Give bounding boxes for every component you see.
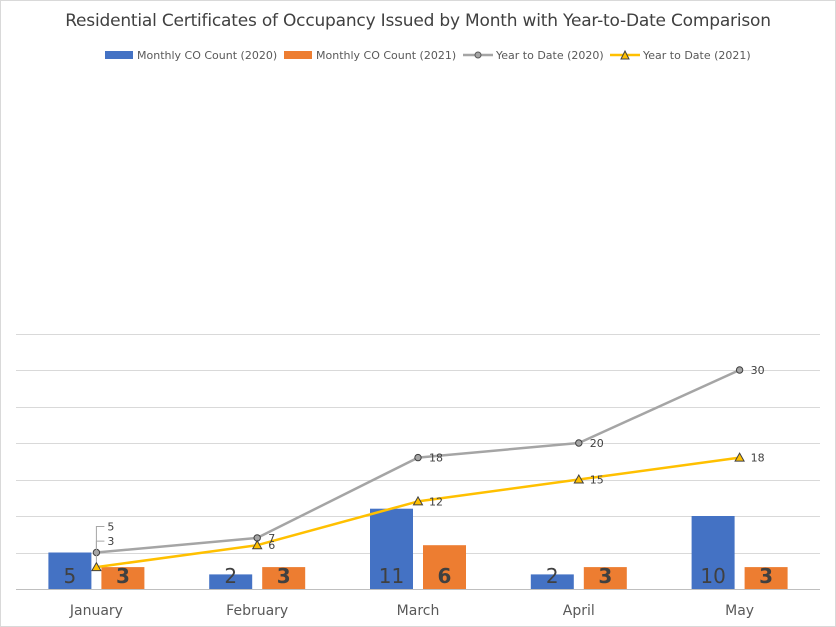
ytd-2021-marker — [251, 539, 263, 550]
ytd-2021-leader-line — [95, 540, 105, 563]
bar-2021-value-label: 6 — [438, 564, 452, 588]
ytd-2021-marker — [412, 495, 424, 506]
bar-2021-value-label: 3 — [759, 564, 773, 588]
bar-2021-value-label: 3 — [116, 564, 130, 588]
bar-2021 — [423, 545, 466, 589]
legend: Monthly CO Count (2020) Monthly CO Count… — [1, 47, 835, 63]
chart-title: Residential Certificates of Occupancy Is… — [65, 11, 771, 31]
bar-2021 — [262, 567, 306, 589]
ytd-2020-value-label: 20 — [590, 437, 604, 450]
bars-layer — [48, 508, 788, 589]
ytd-2021-value-label: 6 — [268, 539, 275, 552]
legend-item-monthly-2020: Monthly CO Count (2020) — [105, 47, 277, 63]
ytd-2020-value-label: 7 — [268, 532, 275, 545]
bar-2020-value-label: 10 — [700, 564, 725, 588]
x-tick-label: March — [397, 603, 440, 619]
bar-2021 — [101, 567, 145, 589]
legend-swatch-monthly-2020 — [105, 51, 133, 59]
ytd-2020-leader-line — [95, 526, 105, 549]
x-tick-label: February — [226, 603, 288, 619]
ytd-2020-value-label: 5 — [107, 521, 114, 534]
ytd-2020-value-label: 18 — [429, 452, 443, 465]
ytd-2020-marker — [575, 439, 583, 447]
legend-label-monthly-2020: Monthly CO Count (2020) — [137, 48, 278, 62]
legend-line-ytd-2020 — [463, 49, 493, 61]
legend-item-monthly-2021: Monthly CO Count (2021) — [284, 47, 456, 63]
ytd-2021-value-label: 12 — [429, 495, 443, 508]
legend-label-ytd-2021: Year to Date (2021) — [643, 48, 751, 62]
bar-2020 — [370, 508, 413, 589]
x-tick-label: April — [563, 603, 595, 619]
lines-layer — [91, 366, 745, 572]
legend-label-ytd-2020: Year to Date (2020) — [496, 48, 604, 62]
ytd-2021-value-label: 3 — [107, 535, 114, 548]
ytd-2021-marker — [573, 473, 585, 484]
legend-item-ytd-2021: Year to Date (2021) — [610, 47, 751, 63]
x-axis: January February March April May — [16, 589, 820, 619]
bar-2020 — [48, 552, 92, 589]
ytd-2020-marker — [414, 453, 422, 462]
ytd-2020-value-label: 30 — [751, 364, 765, 377]
bar-2020-value-label: 2 — [224, 564, 237, 588]
bar-2020 — [530, 574, 574, 589]
legend-line-ytd-2021 — [610, 49, 640, 61]
ytd-2021-marker — [734, 452, 745, 462]
bar-2021-value-label: 3 — [598, 564, 612, 588]
ytd-2021-value-label: 18 — [751, 452, 765, 465]
bar-2020-value-label: 11 — [379, 564, 404, 588]
bar-2021 — [583, 567, 627, 589]
bar-2020 — [691, 516, 735, 589]
x-tick-label: May — [725, 603, 754, 619]
bar-2020-value-label: 5 — [64, 564, 77, 588]
ytd-2021-value-label: 15 — [590, 474, 604, 487]
gridlines — [16, 334, 820, 554]
x-tick-label: January — [69, 603, 123, 619]
legend-label-monthly-2021: Monthly CO Count (2021) — [316, 48, 457, 62]
bar-2021 — [744, 567, 788, 589]
bar-2021-value-label: 3 — [277, 564, 291, 588]
ytd-2021-line — [96, 456, 740, 569]
legend-item-ytd-2020: Year to Date (2020) — [463, 47, 604, 63]
ytd-2021-marker — [91, 561, 102, 572]
ytd-2020-marker — [735, 366, 744, 374]
legend-swatch-monthly-2021 — [284, 51, 312, 59]
bar-2020 — [209, 574, 253, 589]
bar-2020-value-label: 2 — [546, 564, 559, 588]
